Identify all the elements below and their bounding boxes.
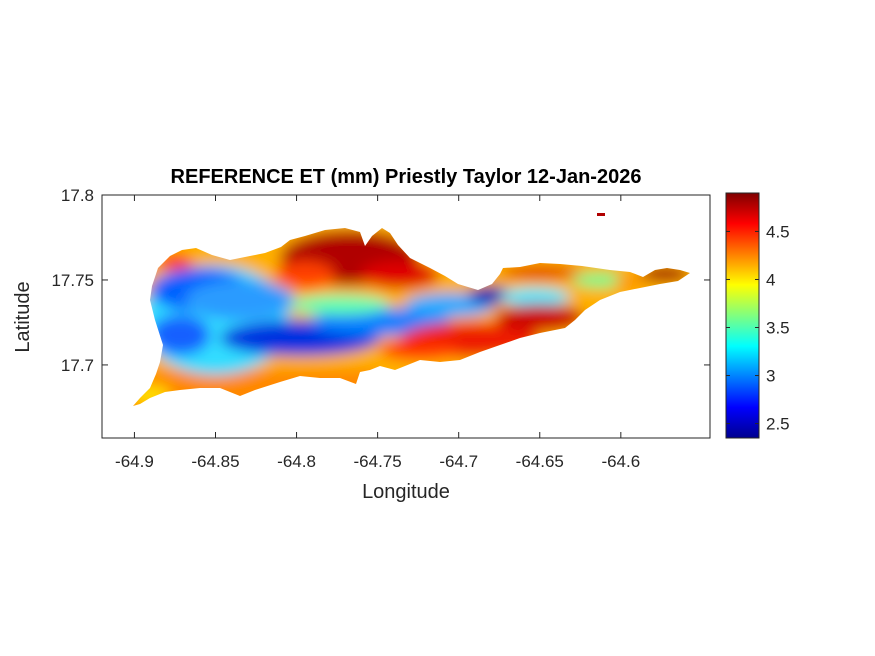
x-axis: -64.9 -64.85 -64.8 -64.75 -64.7 -64.65 -64.6: [115, 195, 640, 471]
colorbar-tick-label: 3: [766, 367, 775, 386]
plot-title: REFERENCE ET (mm) Priestly Taylor 12-Jan…: [171, 166, 642, 188]
y-tick-label: 17.75: [51, 271, 94, 290]
x-tick-label: -64.85: [191, 452, 239, 471]
y-axis: 17.7 17.75 17.8: [51, 186, 710, 375]
colorbar-tick-label: 4.5: [766, 222, 790, 241]
x-tick-label: -64.9: [115, 452, 154, 471]
y-axis-title: Latitude: [12, 281, 34, 352]
colorbar-tick-label: 4: [766, 270, 775, 289]
x-tick-label: -64.65: [516, 452, 564, 471]
x-tick-label: -64.7: [439, 452, 478, 471]
x-axis-title: Longitude: [362, 481, 450, 503]
y-tick-label: 17.7: [61, 356, 94, 375]
x-tick-label: -64.8: [277, 452, 316, 471]
colorbar-tick-label: 2.5: [766, 415, 790, 434]
offshore-cay: [597, 213, 605, 216]
x-tick-label: -64.6: [601, 452, 640, 471]
colorbar-ticks: 2.5 3 3.5 4 4.5: [726, 222, 790, 434]
y-tick-label: 17.8: [61, 186, 94, 205]
x-tick-label: -64.75: [354, 452, 402, 471]
colorbar: [725, 192, 760, 439]
colorbar-tick-label: 3.5: [766, 319, 790, 338]
